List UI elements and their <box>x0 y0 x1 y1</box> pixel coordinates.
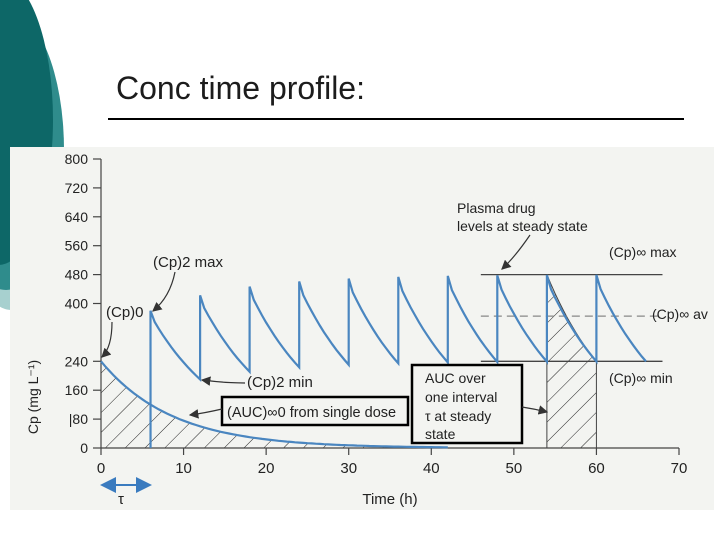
cp2min-label: (Cp)2 min <box>247 374 313 391</box>
x-tick-label: 0 <box>97 460 105 477</box>
x-tick-label: 30 <box>340 460 357 477</box>
y-tick-label: 160 <box>65 382 89 398</box>
y-axis-label: Cp (mg L⁻¹) <box>25 360 41 434</box>
auc-interval-line1: AUC over <box>425 370 486 386</box>
x-axis-label: Time (h) <box>362 491 417 508</box>
arrow-cp2min <box>200 376 246 386</box>
y-tick-label: 640 <box>65 209 89 225</box>
x-tick-label: 70 <box>671 460 688 477</box>
plateau-label-line1: Plasma drug <box>457 200 536 216</box>
x-tick-label: 20 <box>258 460 275 477</box>
auc-single-label: (AUC)∞0 from single dose <box>227 405 396 421</box>
cp2max-label: (Cp)2 max <box>153 254 224 271</box>
curves <box>100 274 647 449</box>
slide-title: Conc time profile: <box>116 70 365 106</box>
arrow-auc-interval <box>521 405 549 415</box>
x-tick-label: 40 <box>423 460 440 477</box>
auc-interval-line2: one interval <box>425 389 497 405</box>
x-tick-label: 50 <box>506 460 523 477</box>
arrow-auc-single <box>188 408 223 419</box>
multiple-dose-curve <box>149 274 647 449</box>
y-tick-label: 400 <box>65 296 89 312</box>
arrow-cp2max <box>152 271 176 312</box>
single-dose-auc-hatch <box>101 361 448 448</box>
y-tick-label: 0 <box>80 440 88 456</box>
y-tick-label: |80 <box>69 411 88 427</box>
cpss-av-label: (Cp)∞ av <box>652 306 708 322</box>
cp0-label: (Cp)0 <box>106 304 144 321</box>
y-axis-label-text: Cp (mg L⁻¹) <box>25 360 41 434</box>
tau-label: τ <box>118 491 124 508</box>
auc-interval-line4: state <box>425 426 456 442</box>
y-tick-label: 560 <box>65 238 89 254</box>
y-tick-label: 480 <box>65 267 89 283</box>
axes: 800 720 640 560 480 400 240 160 |80 00 10 20 30 40 50 6… <box>65 151 688 477</box>
cpss-min-label: (Cp)∞ min <box>609 370 673 386</box>
y-tick-label: 800 <box>65 151 89 167</box>
reference-lines <box>480 273 663 362</box>
arrow-cp0 <box>101 321 113 358</box>
y-tick-label: 720 <box>65 180 89 196</box>
title-rule <box>108 118 684 120</box>
single-dose-curve <box>100 360 448 449</box>
chart-panel: 800 720 640 560 480 400 240 160 |80 0 0 10 20 30 40 50 6… <box>10 147 714 510</box>
x-tick-label: 10 <box>175 460 192 477</box>
auc-single-box <box>220 395 410 427</box>
concentration-time-chart: 800 720 640 560 480 400 240 160 |80 00 10 20 30 40 50 6… <box>25 151 708 508</box>
arrow-plateau <box>501 234 531 270</box>
y-tick-label: 240 <box>65 353 89 369</box>
cpss-max-label: (Cp)∞ max <box>609 244 677 260</box>
plateau-label-line2: levels at steady state <box>457 218 588 234</box>
x-tick-label: 60 <box>588 460 605 477</box>
auc-interval-box <box>410 363 524 445</box>
auc-interval-line3: τ at steady <box>425 408 491 424</box>
